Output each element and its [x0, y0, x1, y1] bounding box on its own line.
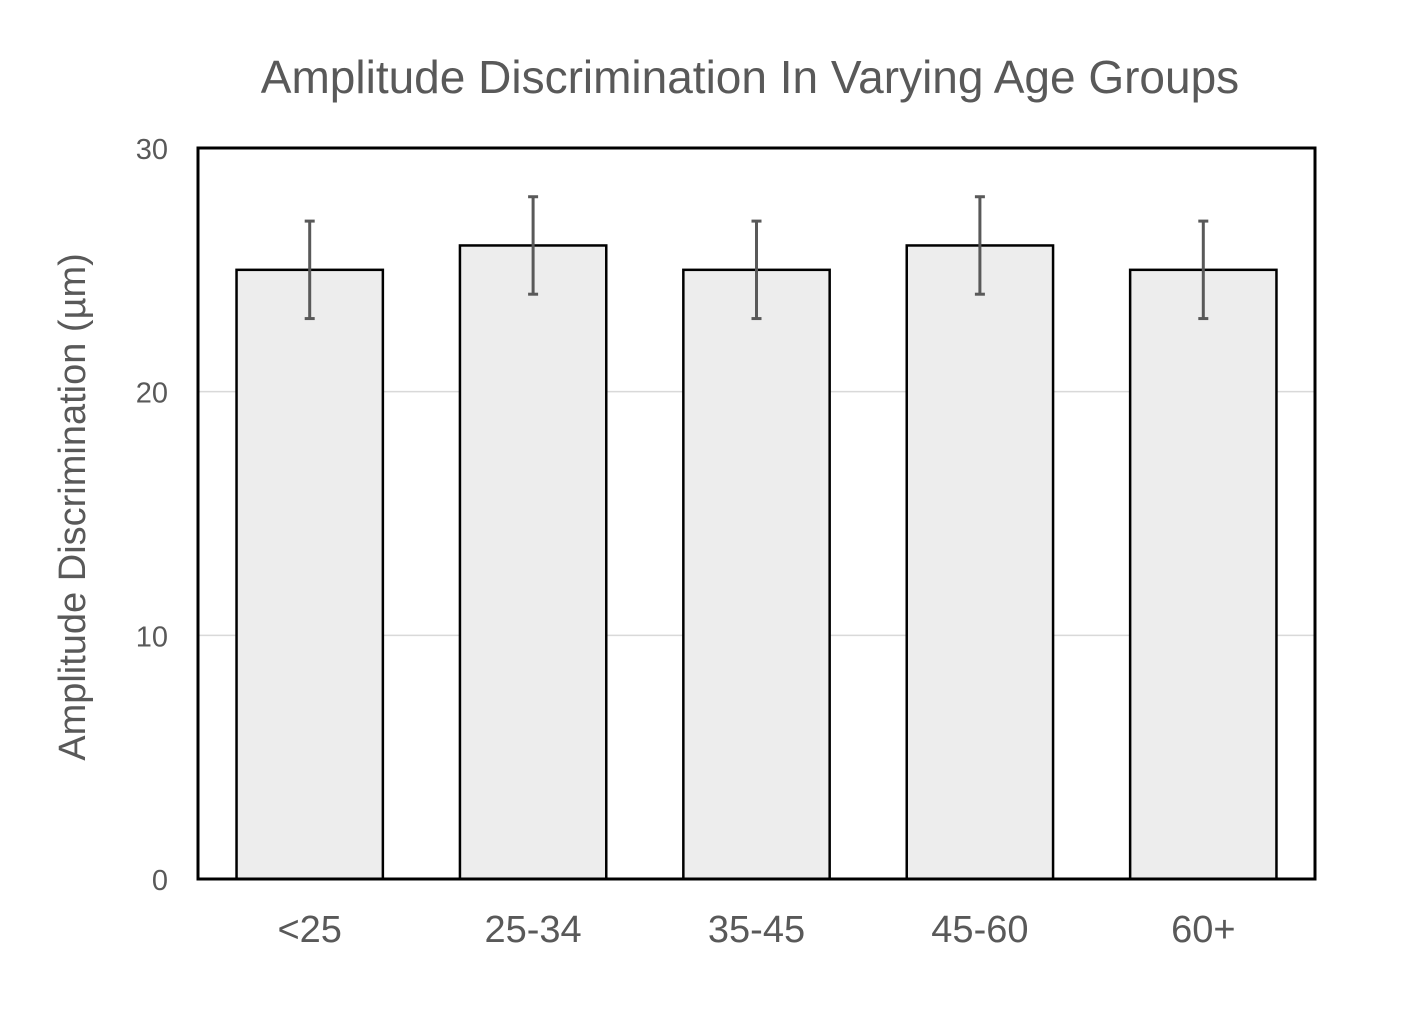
- x-tick-label-1: <25: [277, 909, 341, 951]
- x-tick-label-5: 60+: [1171, 909, 1235, 951]
- bar-3: [682, 268, 831, 881]
- x-tick-label-4: 45-60: [931, 909, 1028, 951]
- y-tick-label-20: 20: [136, 378, 168, 410]
- bars: [235, 244, 1278, 881]
- x-axis-ticks: <25 25-34 35-45 45-60 60+: [277, 909, 1235, 951]
- error-bars: [304, 195, 1209, 321]
- bar-2: [458, 244, 608, 881]
- error-bar-4: [974, 195, 985, 296]
- y-tick-label-10: 10: [136, 621, 168, 653]
- bar-4: [905, 244, 1055, 881]
- error-bar-3: [751, 219, 762, 321]
- error-bar-5: [1198, 219, 1209, 321]
- y-axis-title: Amplitude Discrimination (µm): [52, 253, 94, 761]
- bar-1: [235, 268, 385, 881]
- y-axis-ticks: 0 10 20 30: [136, 134, 168, 897]
- y-tick-label-0: 0: [152, 865, 168, 897]
- error-bar-2: [528, 195, 539, 296]
- x-tick-label-2: 25-34: [484, 909, 581, 951]
- error-bar-1: [304, 219, 315, 321]
- chart-title: Amplitude Discrimination In Varying Age …: [261, 51, 1239, 103]
- y-tick-label-30: 30: [136, 134, 168, 166]
- plot-frame: [196, 146, 1317, 881]
- x-tick-label-3: 35-45: [708, 909, 805, 951]
- bar-5: [1128, 268, 1278, 881]
